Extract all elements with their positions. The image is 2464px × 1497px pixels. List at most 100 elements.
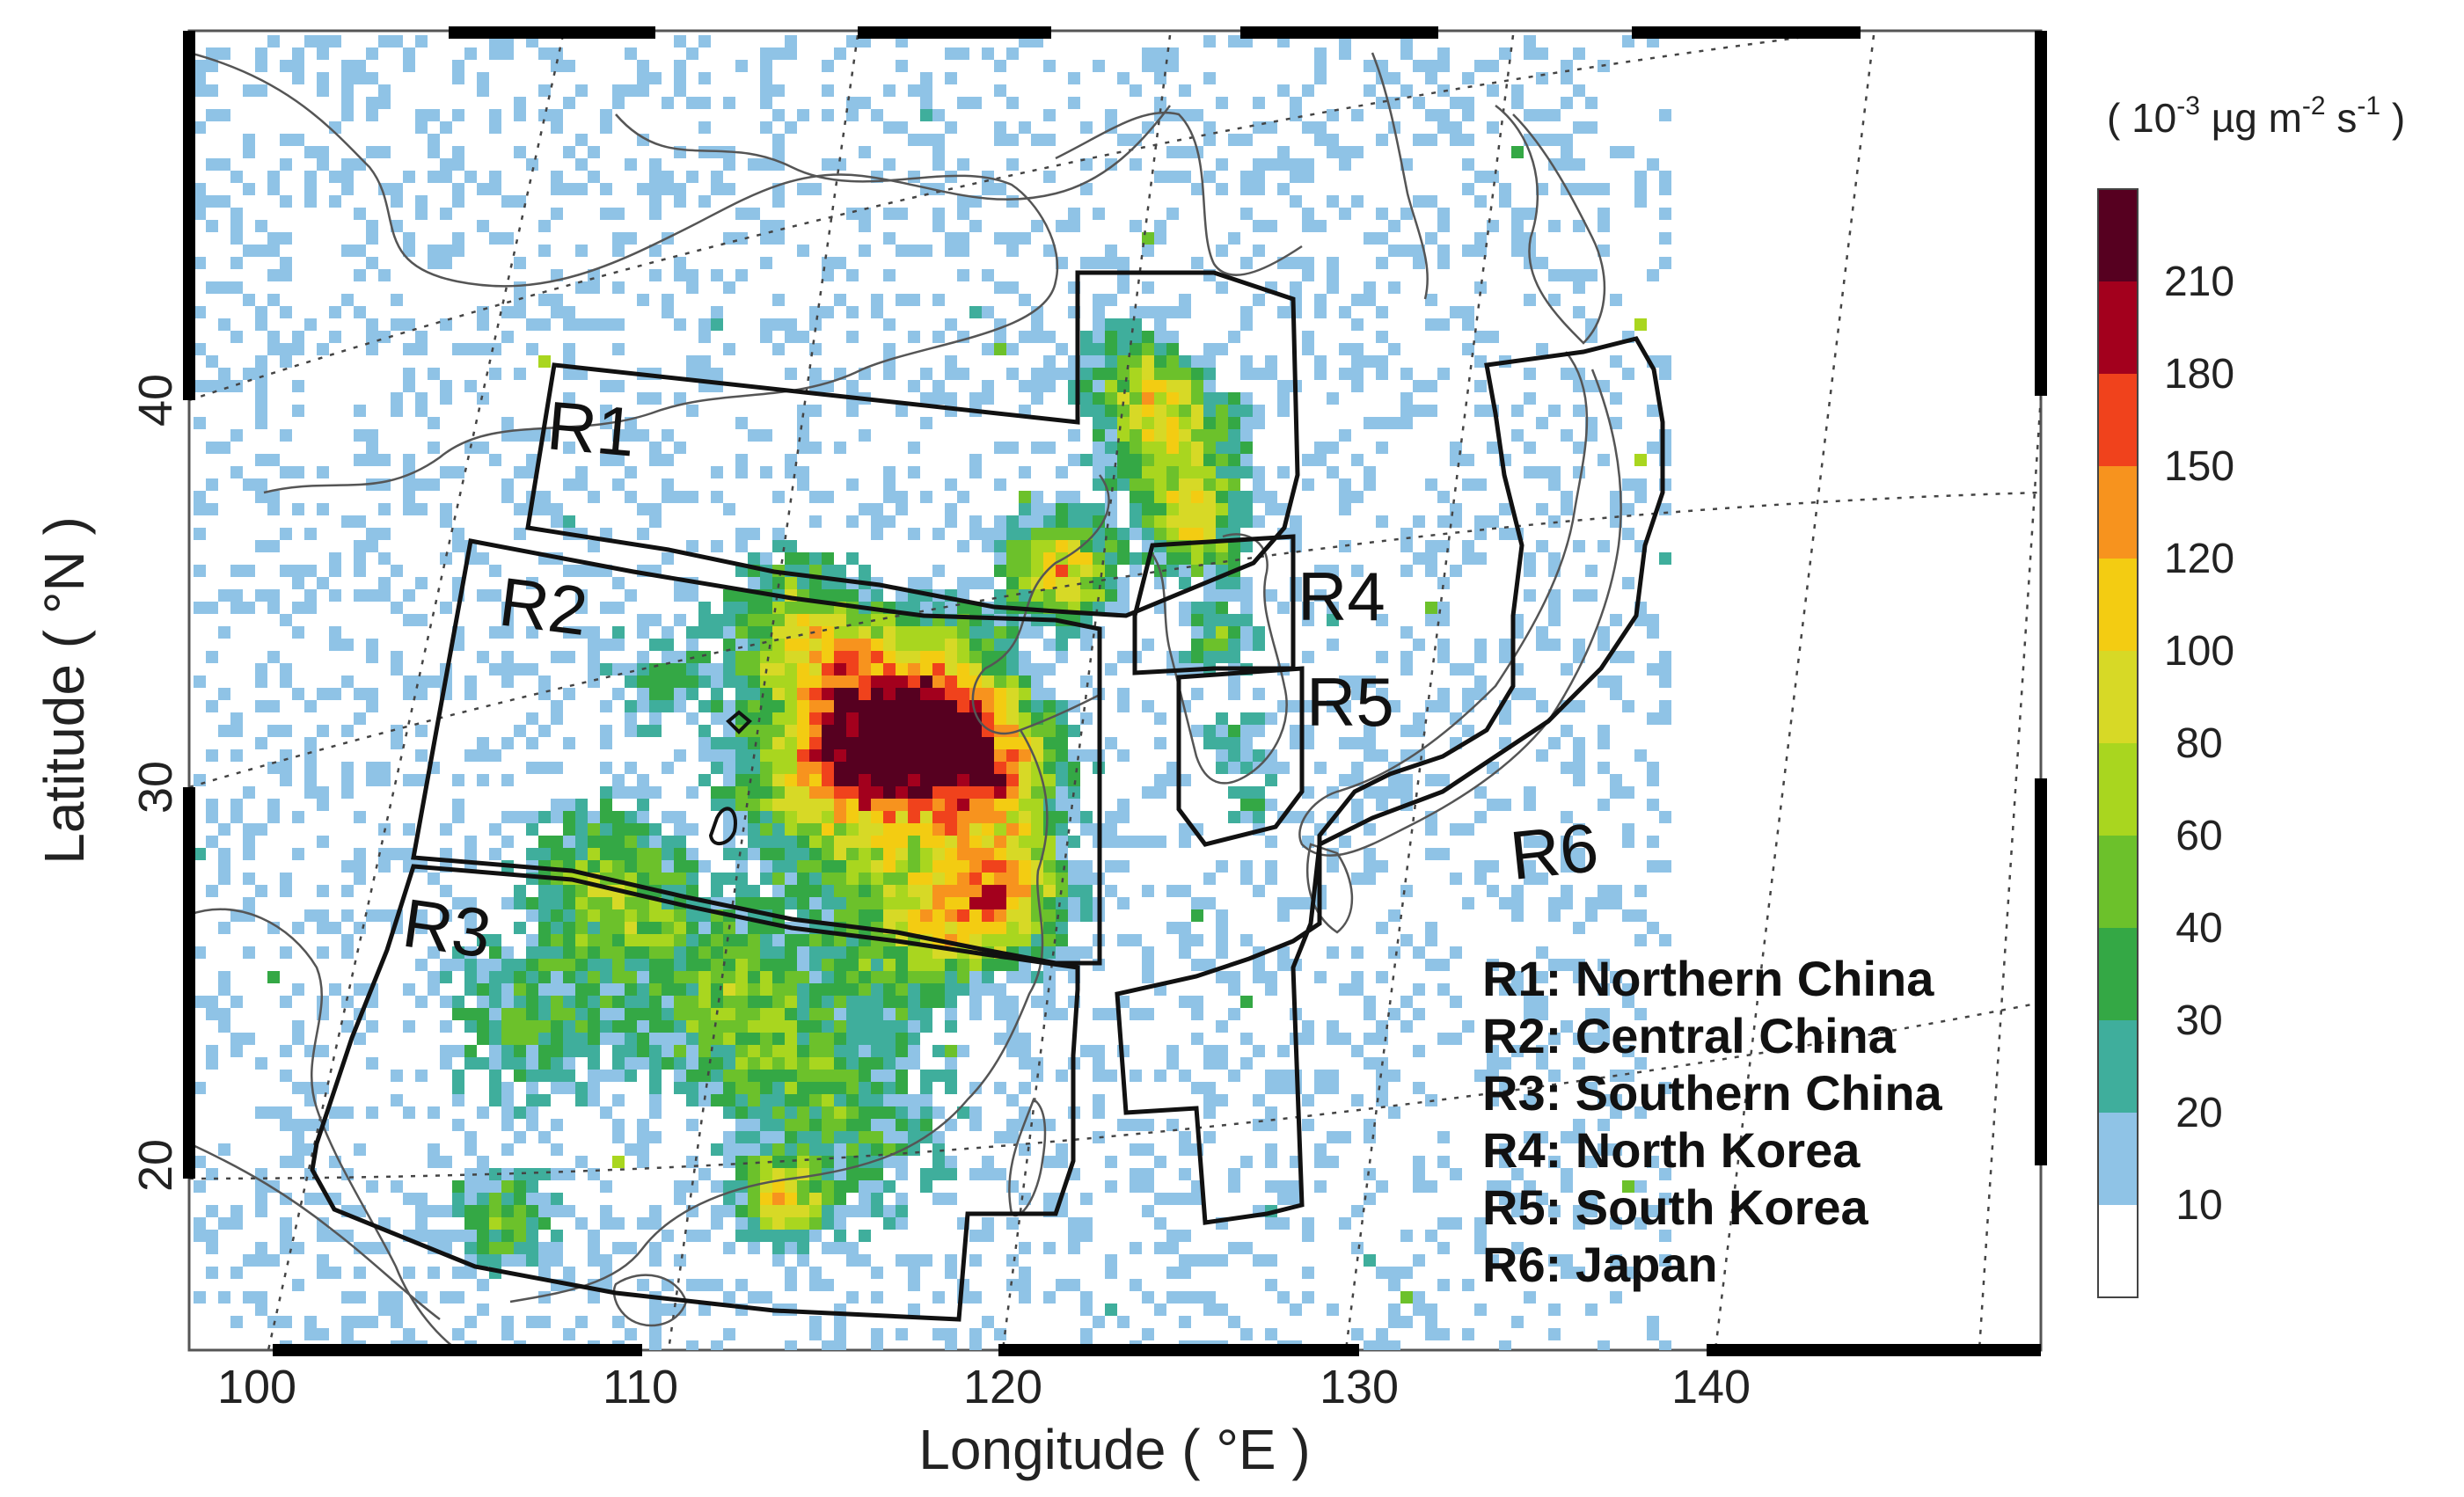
emission-pixel	[317, 577, 329, 589]
emission-pixel	[883, 946, 896, 959]
emission-pixel	[896, 1094, 908, 1106]
emission-pixel	[723, 158, 735, 171]
emission-pixel	[932, 922, 945, 934]
emission-pixel	[378, 35, 391, 47]
emission-pixel	[440, 1156, 452, 1168]
emission-pixel	[588, 860, 600, 873]
emission-pixel	[908, 959, 920, 971]
emission-pixel	[206, 1168, 218, 1180]
emission-pixel	[1474, 651, 1487, 663]
emission-pixel	[1364, 1057, 1376, 1070]
emission-pixel	[625, 946, 637, 959]
emission-pixel	[760, 1291, 772, 1303]
emission-pixel	[1203, 454, 1216, 466]
emission-pixel	[871, 700, 883, 712]
emission-pixel	[1413, 60, 1425, 72]
emission-pixel	[748, 983, 760, 996]
emission-pixel	[969, 1008, 982, 1020]
emission-pixel	[538, 47, 551, 60]
emission-pixel	[1080, 946, 1093, 959]
emission-pixel	[292, 134, 304, 146]
emission-pixel	[945, 712, 957, 725]
emission-pixel	[649, 946, 662, 959]
emission-pixel	[772, 109, 785, 121]
emission-pixel	[1388, 1106, 1400, 1119]
emission-pixel	[551, 183, 563, 195]
emission-pixel	[1634, 1106, 1647, 1119]
emission-pixel	[366, 97, 378, 109]
emission-pixel	[440, 158, 452, 171]
emission-pixel	[735, 786, 748, 799]
emission-pixel	[871, 614, 883, 626]
emission-pixel	[859, 1143, 871, 1156]
emission-pixel	[415, 749, 428, 762]
emission-pixel	[1524, 466, 1536, 478]
emission-pixel	[982, 983, 994, 996]
emission-pixel	[908, 1020, 920, 1033]
emission-pixel	[477, 1106, 489, 1119]
emission-pixel	[1203, 552, 1216, 565]
emission-pixel	[341, 294, 354, 306]
emission-pixel	[809, 873, 822, 885]
emission-pixel	[489, 368, 501, 380]
emission-pixel	[662, 454, 674, 466]
emission-pixel	[1203, 1131, 1216, 1143]
emission-pixel	[1043, 860, 1056, 873]
emission-pixel	[871, 959, 883, 971]
emission-pixel	[1179, 380, 1191, 392]
emission-pixel	[797, 442, 809, 454]
emission-pixel	[366, 1020, 378, 1033]
emission-pixel	[551, 1057, 563, 1070]
emission-pixel	[551, 712, 563, 725]
emission-pixel	[1647, 626, 1659, 639]
emission-pixel	[1240, 134, 1253, 146]
emission-pixel	[575, 1217, 588, 1230]
emission-pixel	[440, 1230, 452, 1242]
emission-pixel	[920, 786, 932, 799]
emission-pixel	[1117, 429, 1130, 442]
emission-pixel	[674, 651, 686, 663]
emission-pixel	[994, 478, 1006, 491]
emission-pixel	[194, 996, 206, 1008]
emission-pixel	[514, 885, 526, 897]
emission-pixel	[600, 700, 612, 712]
emission-pixel	[194, 208, 206, 220]
emission-pixel	[415, 503, 428, 515]
emission-pixel	[415, 1230, 428, 1242]
emission-pixel	[1524, 786, 1536, 799]
emission-pixel	[514, 971, 526, 983]
emission-pixel	[489, 971, 501, 983]
emission-pixel	[797, 109, 809, 121]
emission-pixel	[957, 922, 969, 934]
emission-pixel	[982, 626, 994, 639]
emission-pixel	[748, 528, 760, 540]
emission-pixel	[1043, 934, 1056, 946]
emission-pixel	[772, 1168, 785, 1180]
emission-pixel	[772, 712, 785, 725]
emission-pixel	[1277, 183, 1290, 195]
emission-pixel	[230, 996, 243, 1008]
emission-pixel	[1302, 1119, 1314, 1131]
emission-pixel	[957, 651, 969, 663]
emission-pixel	[452, 996, 464, 1008]
emission-pixel	[267, 183, 280, 195]
emission-pixel	[1068, 491, 1080, 503]
emission-pixel	[1462, 318, 1474, 331]
emission-pixel	[1154, 392, 1166, 405]
emission-pixel	[982, 909, 994, 922]
emission-pixel	[686, 1340, 698, 1350]
emission-pixel	[711, 1082, 723, 1094]
emission-pixel	[489, 1033, 501, 1045]
emission-pixel	[267, 35, 280, 47]
emission-pixel	[772, 47, 785, 60]
emission-pixel	[1228, 626, 1240, 639]
emission-pixel	[809, 860, 822, 873]
emission-pixel	[772, 1143, 785, 1156]
emission-pixel	[1179, 392, 1191, 405]
emission-pixel	[969, 97, 982, 109]
emission-pixel	[1548, 897, 1561, 909]
emission-pixel	[735, 663, 748, 675]
emission-pixel	[871, 712, 883, 725]
emission-pixel	[834, 836, 846, 848]
emission-pixel	[1228, 737, 1240, 749]
